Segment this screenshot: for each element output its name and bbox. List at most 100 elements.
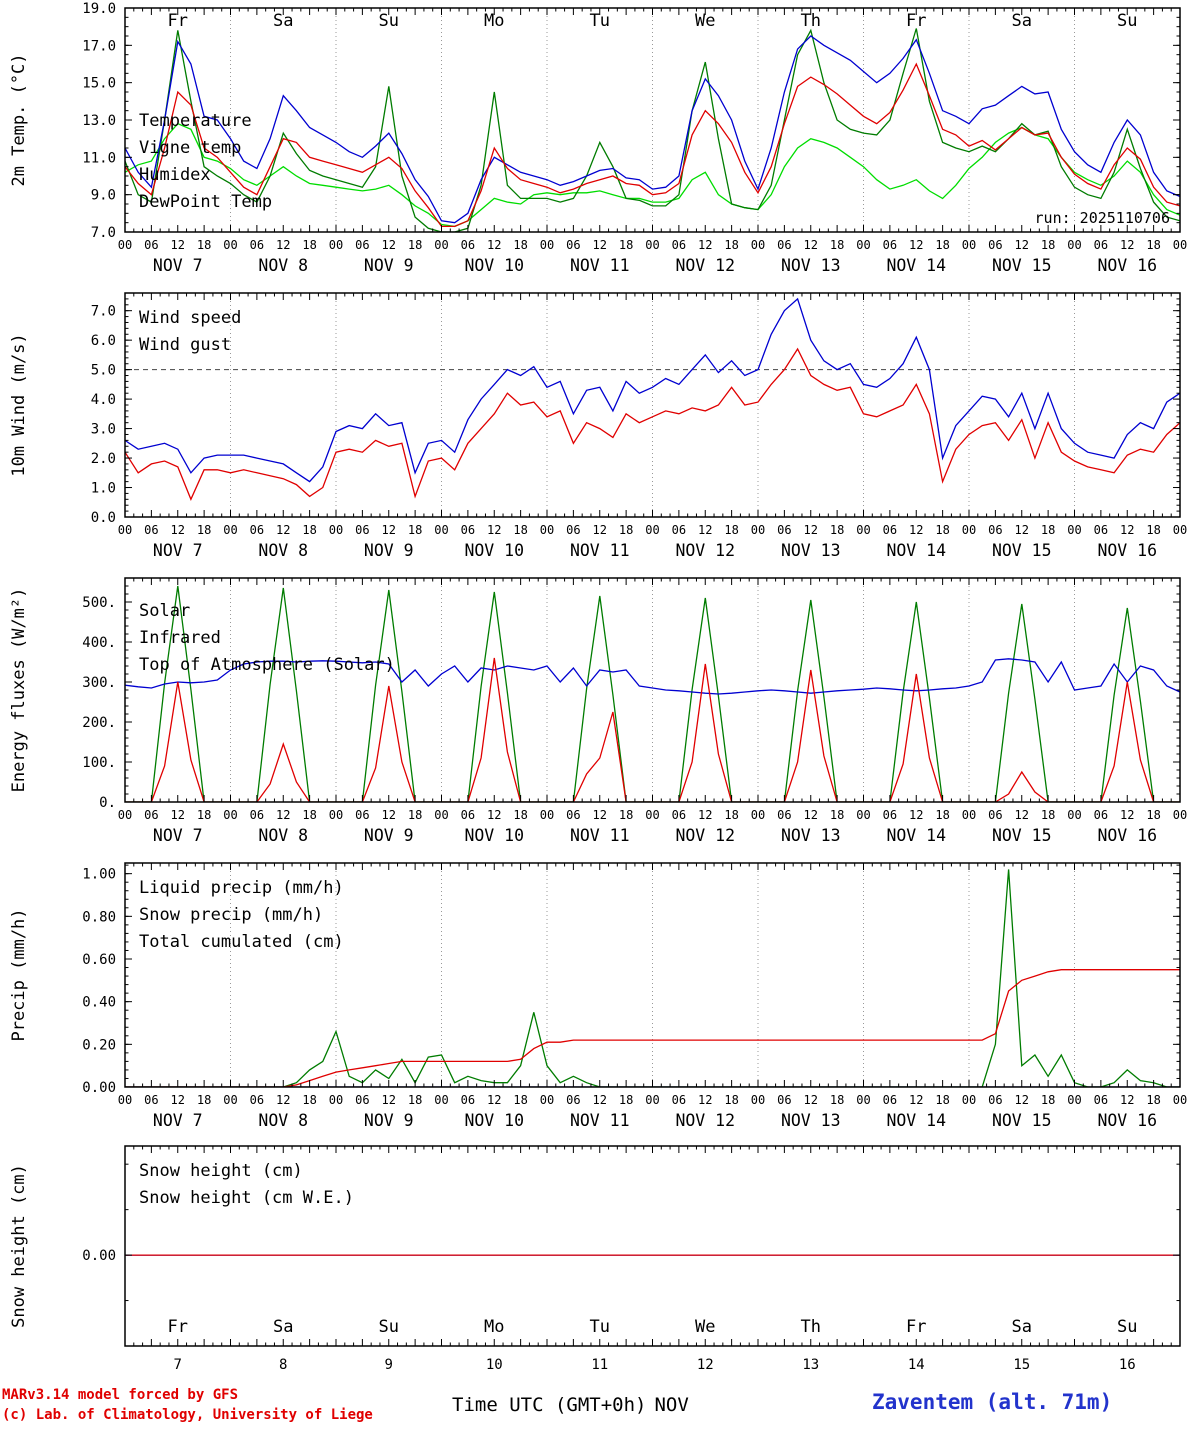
y-tick-label: 7.0 — [91, 225, 116, 241]
hour-tick-label: 00 — [645, 523, 659, 537]
weekday-label: Mo — [484, 11, 504, 31]
legend-entry: Vigne temp — [139, 138, 241, 158]
hour-tick-label: 18 — [619, 808, 633, 822]
series-liquid-precip-mm-h- — [125, 869, 1180, 1087]
hour-tick-label: 12 — [593, 523, 607, 537]
hour-tick-label: 18 — [724, 523, 738, 537]
hour-tick-label: 18 — [724, 808, 738, 822]
hour-tick-label: 00 — [329, 523, 343, 537]
hour-tick-label: 06 — [355, 523, 369, 537]
day-tick-label: NOV 16 — [1097, 541, 1157, 560]
y-tick-label: 0.80 — [82, 909, 116, 925]
station-label: Zaventem (alt. 71m) — [872, 1390, 1113, 1414]
hour-tick-label: 00 — [329, 238, 343, 252]
hour-tick-label: 12 — [382, 238, 396, 252]
hour-tick-label: 18 — [513, 238, 527, 252]
y-tick-label: 19.0 — [82, 1, 116, 17]
hour-tick-label: 12 — [909, 523, 923, 537]
day-tick-label: NOV 14 — [886, 1111, 946, 1130]
y-tick-label: 500. — [82, 595, 116, 611]
weekday-label: Su — [1117, 11, 1137, 31]
hour-tick-label: 00 — [962, 238, 976, 252]
day-tick-label: NOV 8 — [258, 1111, 308, 1130]
series-infrared — [125, 658, 1180, 695]
hour-tick-label: 06 — [883, 523, 897, 537]
hour-tick-label: 00 — [329, 808, 343, 822]
hour-tick-label: 12 — [487, 1093, 501, 1107]
hour-tick-label: 18 — [197, 1093, 211, 1107]
hour-tick-label: 18 — [830, 1093, 844, 1107]
hour-tick-label: 06 — [883, 1093, 897, 1107]
weekday-label: Su — [379, 11, 399, 31]
hour-tick-label: 18 — [302, 238, 316, 252]
hour-tick-label: 18 — [197, 808, 211, 822]
hour-tick-label: 00 — [223, 1093, 237, 1107]
hour-tick-label: 18 — [302, 523, 316, 537]
day-tick-label: NOV 14 — [886, 541, 946, 560]
hour-tick-label: 18 — [830, 808, 844, 822]
panel-snow-height: 0.00 Snow height (cm) 7 8 9 10 11 12 13 14 15 16 Fr S… — [0, 1140, 1194, 1380]
hour-tick-label: 06 — [566, 238, 580, 252]
legend-entry: Infrared — [139, 628, 221, 648]
day-number-label: 7 — [174, 1357, 182, 1373]
legend-entry: DewPoint Temp — [139, 192, 272, 212]
hour-tick-label: 00 — [1173, 808, 1187, 822]
hour-tick-label: 12 — [1015, 523, 1029, 537]
y-tick-label: 0.00 — [82, 1080, 116, 1096]
hour-tick-label: 18 — [935, 523, 949, 537]
hour-tick-label: 00 — [1173, 238, 1187, 252]
hour-tick-label: 12 — [382, 808, 396, 822]
y-tick-label: 5.0 — [91, 363, 116, 379]
y-tick-label: 0.00 — [82, 1248, 116, 1264]
day-tick-label: NOV 13 — [781, 256, 841, 275]
y-tick-label: 300. — [82, 675, 116, 691]
day-tick-label: NOV 15 — [992, 256, 1052, 275]
hour-tick-label: 00 — [540, 808, 554, 822]
legend-entry: Solar — [139, 601, 190, 621]
hour-tick-label: 00 — [223, 808, 237, 822]
day-tick-label: NOV 15 — [992, 1111, 1052, 1130]
hour-tick-label: 06 — [144, 238, 158, 252]
hour-tick-label: 00 — [434, 238, 448, 252]
day-number-label: 12 — [697, 1357, 714, 1373]
hour-tick-label: 12 — [804, 238, 818, 252]
y-axis-title: 10m Wind (m/s) — [9, 333, 29, 476]
hour-tick-label: 12 — [1015, 238, 1029, 252]
hour-tick-label: 12 — [1015, 1093, 1029, 1107]
hour-tick-label: 00 — [1173, 1093, 1187, 1107]
weekday-label: Mo — [484, 1317, 504, 1337]
y-tick-label: 4.0 — [91, 392, 116, 408]
hour-tick-label: 12 — [382, 523, 396, 537]
y-tick-label: 3.0 — [91, 422, 116, 438]
hour-tick-label: 00 — [118, 238, 132, 252]
hour-tick-label: 06 — [883, 808, 897, 822]
legend-entry: Wind speed — [139, 308, 241, 328]
hour-tick-label: 00 — [434, 1093, 448, 1107]
day-tick-label: NOV 7 — [153, 826, 203, 845]
hour-tick-label: 18 — [1041, 523, 1055, 537]
hour-tick-label: 06 — [777, 1093, 791, 1107]
hour-tick-label: 18 — [302, 1093, 316, 1107]
hour-tick-label: 00 — [962, 1093, 976, 1107]
hour-tick-label: 06 — [672, 808, 686, 822]
panel-energy-fluxes: 0. 100. 200. 300. 400. 500. Energy fluxes (W/m… — [0, 570, 1194, 855]
day-tick-label: NOV 13 — [781, 541, 841, 560]
hour-tick-label: 18 — [408, 1093, 422, 1107]
hour-tick-label: 12 — [698, 238, 712, 252]
y-tick-label: 400. — [82, 635, 116, 651]
hour-tick-label: 18 — [724, 1093, 738, 1107]
hour-tick-label: 12 — [1120, 238, 1134, 252]
hour-tick-label: 00 — [1067, 808, 1081, 822]
hour-tick-label: 06 — [988, 1093, 1002, 1107]
y-axis-title: 2m Temp. (°C) — [9, 53, 29, 186]
hour-tick-label: 06 — [250, 523, 264, 537]
hour-tick-label: 18 — [619, 523, 633, 537]
hour-tick-label: 06 — [566, 808, 580, 822]
day-tick-label: NOV 12 — [675, 256, 735, 275]
hour-tick-label: 12 — [276, 808, 290, 822]
y-tick-label: 2.0 — [91, 451, 116, 467]
hour-tick-label: 06 — [461, 808, 475, 822]
model-credits: MARv3.14 model forced by GFS (c) Lab. of… — [2, 1386, 373, 1425]
day-number-label: 8 — [279, 1357, 287, 1373]
